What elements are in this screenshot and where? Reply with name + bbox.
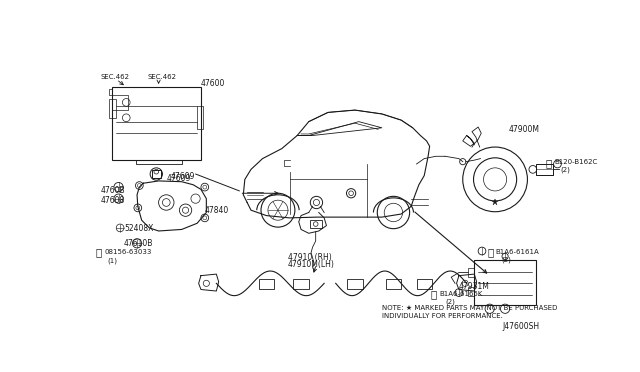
- Text: Ⓑ: Ⓑ: [546, 158, 552, 169]
- Text: 47840: 47840: [205, 206, 229, 215]
- Text: 47600: 47600: [201, 79, 225, 88]
- Bar: [197, 106, 204, 129]
- Text: B1A6-6165K: B1A6-6165K: [440, 291, 483, 297]
- Text: (2): (2): [445, 299, 455, 305]
- Bar: [417, 279, 432, 289]
- Text: 47931M: 47931M: [459, 282, 490, 291]
- Text: 08156-63033: 08156-63033: [105, 249, 152, 255]
- Text: Ⓑ: Ⓑ: [95, 247, 102, 257]
- Text: 47609: 47609: [166, 174, 191, 183]
- Text: J47600SH: J47600SH: [502, 322, 540, 331]
- Text: 47608: 47608: [101, 196, 125, 205]
- Bar: [152, 170, 161, 178]
- Text: 47900M: 47900M: [509, 125, 540, 135]
- Text: 52408X: 52408X: [124, 224, 154, 233]
- Text: Ⓑ: Ⓑ: [431, 289, 436, 299]
- Text: B1A6-6161A: B1A6-6161A: [496, 249, 540, 255]
- Text: SEC.462: SEC.462: [147, 74, 176, 80]
- Bar: [113, 95, 128, 110]
- Text: 47609: 47609: [170, 172, 195, 181]
- Bar: [468, 287, 474, 296]
- Bar: [310, 220, 322, 228]
- Bar: [113, 87, 201, 160]
- Bar: [536, 164, 553, 175]
- Bar: [468, 268, 474, 277]
- Bar: [109, 99, 116, 118]
- Text: 47910M(LH): 47910M(LH): [288, 260, 335, 269]
- Bar: [474, 260, 536, 305]
- Text: INDIVIDUALLY FOR PERFORMANCE.: INDIVIDUALLY FOR PERFORMANCE.: [382, 313, 503, 320]
- Text: B120-B162C: B120-B162C: [554, 158, 598, 164]
- Text: (2): (2): [501, 256, 511, 263]
- Bar: [259, 279, 274, 289]
- Bar: [536, 169, 553, 175]
- Bar: [386, 279, 401, 289]
- Text: 47910 (RH): 47910 (RH): [288, 253, 332, 262]
- Text: 4760B: 4760B: [101, 186, 125, 195]
- Text: NOTE: ★ MARKED PARTS MAY NOT BE PURCHASED: NOTE: ★ MARKED PARTS MAY NOT BE PURCHASE…: [382, 305, 557, 311]
- Text: (1): (1): [107, 257, 117, 264]
- Text: 47610B: 47610B: [124, 239, 154, 248]
- Bar: [348, 279, 363, 289]
- Bar: [293, 279, 308, 289]
- Text: SEC.462: SEC.462: [101, 74, 130, 80]
- Text: (2): (2): [561, 166, 570, 173]
- Text: Ⓑ: Ⓑ: [488, 247, 493, 257]
